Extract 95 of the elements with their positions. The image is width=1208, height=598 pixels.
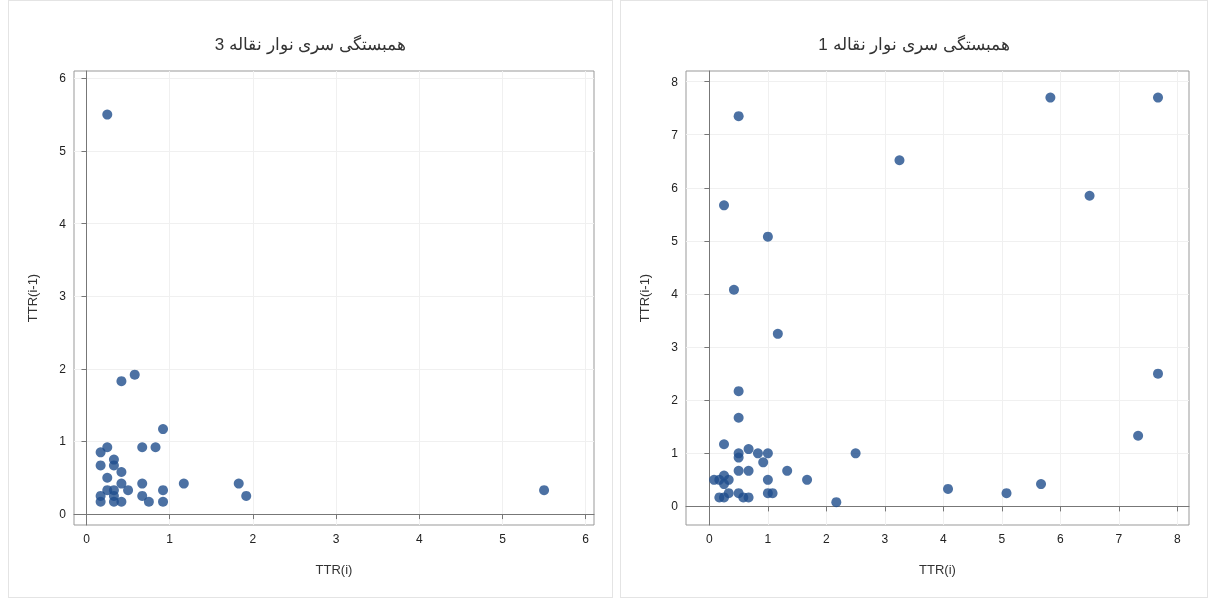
x-axis-title: TTR(i) [315,562,353,577]
x-tick-label: 1 [166,532,174,546]
point [150,442,161,453]
point [743,444,754,455]
point [158,485,169,496]
point [137,478,148,489]
y-axis-title: TTR(i-1) [25,273,40,323]
x-tick-label: 0 [706,532,714,546]
point [719,492,730,503]
point [116,466,127,477]
y-tick-label: 6 [59,71,67,86]
point [752,448,763,459]
point [719,479,730,490]
point [733,111,744,122]
y-tick-label: 7 [671,127,679,142]
point [1133,430,1144,441]
y-tick-label: 8 [671,74,679,89]
y-tick-label: 1 [671,446,679,461]
point [767,488,778,499]
point [143,496,154,507]
point [123,485,134,496]
point [158,496,169,507]
point [733,412,744,423]
point [762,474,773,485]
y-tick-label: 0 [671,499,679,514]
y-tick-label: 4 [671,287,679,302]
point [102,472,113,483]
y-tick-label: 5 [59,143,67,158]
point [782,465,793,476]
x-tick-label: 4 [415,532,423,546]
x-tick-label: 2 [249,532,257,546]
point [762,231,773,242]
point [233,478,244,489]
y-tick-label: 3 [59,289,67,304]
x-tick-label: 3 [881,532,889,546]
y-tick-label: 0 [59,507,67,522]
point [108,460,119,471]
x-tick-label: 7 [1115,532,1123,546]
point [733,386,744,397]
point [539,485,550,496]
point [102,442,113,453]
chart-title: همبستگی سری نوار نقاله 3 [214,34,407,55]
x-tick-label: 5 [499,532,507,546]
y-axis-title: TTR(i-1) [637,273,652,323]
x-tick-label: 5 [998,532,1006,546]
point [178,478,189,489]
point [743,492,754,503]
y-tick-label: 4 [59,216,67,231]
x-axis-title: TTR(i) [919,562,956,577]
point [831,497,842,508]
y-tick-label: 3 [671,340,679,355]
point [758,457,769,468]
point [102,109,113,120]
point [728,284,739,295]
point [1153,368,1163,379]
point [850,448,861,459]
y-tick-label: 1 [59,434,67,449]
point [772,328,783,339]
point [1153,92,1163,103]
point [137,490,148,501]
y-tick-label: 2 [59,361,67,376]
point [1036,479,1047,490]
x-tick-label: 4 [940,532,948,546]
x-tick-label: 2 [823,532,831,546]
chart-title: همبستگی سری نوار نقاله 1 [818,34,1010,55]
x-tick-label: 1 [764,532,772,546]
point [158,424,169,435]
point [719,439,730,450]
x-tick-label: 0 [83,532,91,546]
point [894,155,905,166]
point [95,460,106,471]
point [129,369,140,380]
point [943,483,954,494]
y-tick-label: 2 [671,393,679,408]
point [733,452,744,463]
x-tick-label: 8 [1173,532,1181,546]
point [241,490,252,501]
point [1045,92,1056,103]
x-tick-label: 3 [332,532,340,546]
point [1084,190,1095,201]
point [95,496,106,507]
point [116,376,127,387]
point [137,442,148,453]
point [1001,488,1012,499]
point [733,465,744,476]
point [116,496,127,507]
x-tick-label: 6 [1056,532,1064,546]
point [762,448,773,459]
y-tick-label: 5 [671,233,679,248]
x-tick-label: 6 [582,532,590,546]
point [719,200,730,211]
point [116,478,127,489]
y-tick-label: 6 [671,180,679,195]
point [802,474,813,485]
point [743,465,754,476]
